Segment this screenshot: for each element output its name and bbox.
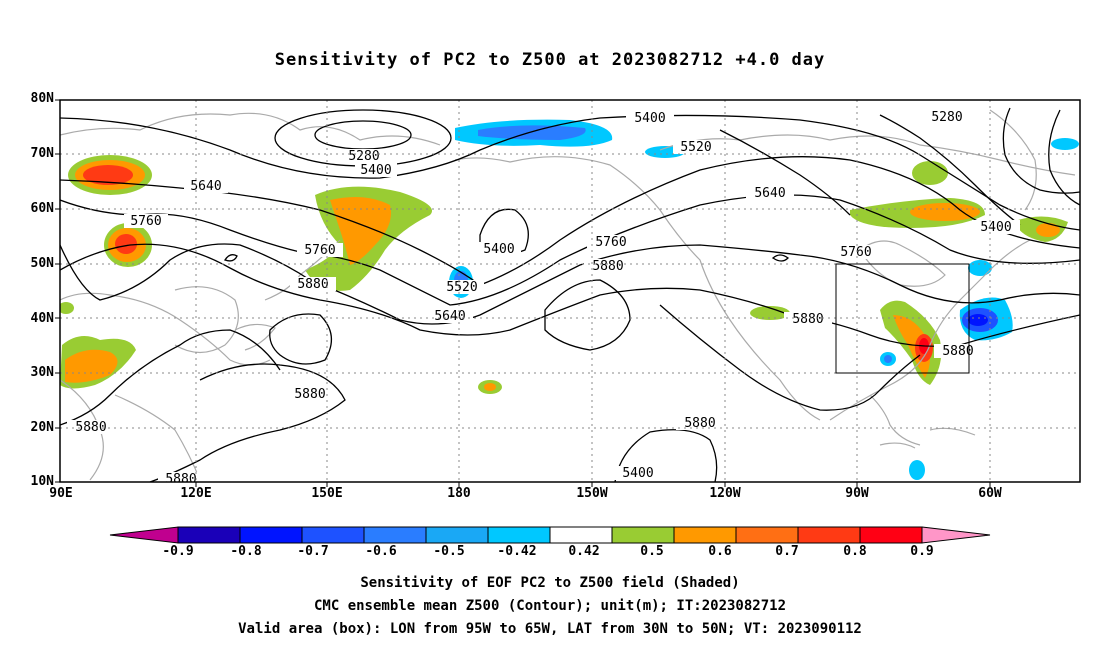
colorbar-segment [549,526,613,544]
colorbar-label: 0.6 [708,544,732,559]
contour-label: 5400 [980,220,1011,235]
contour-label: 5760 [840,245,871,260]
caption-line-3: Valid area (box): LON from 95W to 65W, L… [238,621,862,637]
contour-label: 5640 [190,179,221,194]
contour-label: 5640 [754,186,785,201]
lon-label-120w: 120W [709,486,741,501]
colorbar-segment [797,526,861,544]
colorbar-label: 0.7 [775,544,799,559]
contour-label: 5520 [446,280,477,295]
colorbar-segment [301,526,365,544]
lat-label-10n: 10N [30,474,54,489]
lon-label-90e: 90E [49,486,73,501]
contour-label: 5400 [622,466,653,481]
colorbar-segment [735,526,799,544]
colorbar-segment [363,526,427,544]
contour-label: 5880 [942,344,973,359]
colorbar-segment [425,526,489,544]
colorbar-arrow-high [921,526,991,544]
colorbar-arrow-low [109,526,179,544]
colorbar-label: 0.9 [910,544,934,559]
lon-label-90w: 90W [845,486,869,501]
colorbar-label: -0.9 [162,544,194,559]
contour-label: 5760 [304,243,335,258]
map-title: Sensitivity of PC2 to Z500 at 2023082712… [274,50,826,70]
grid-lines [60,100,1080,482]
contour-label: 5880 [592,259,623,274]
caption-line-2: CMC ensemble mean Z500 (Contour); unit(m… [313,598,786,614]
z500-contours [60,107,1080,482]
lat-label-20n: 20N [30,420,54,435]
contour-label: 5280 [348,149,379,164]
contour-label: 5880 [297,277,328,292]
contour-label: 5880 [165,472,196,487]
lon-label-60w: 60W [978,486,1002,501]
valid-area-box [835,263,970,374]
contour-label: 5880 [684,416,715,431]
contour-label: 5880 [792,312,823,327]
axis-ticks [55,99,991,487]
colorbar-label: -0.5 [433,544,465,559]
contour-label: 5760 [130,214,161,229]
lat-label-30n: 30N [30,365,54,380]
colorbar-label: 0.5 [640,544,664,559]
colorbar-label: -0.42 [497,544,537,559]
sensitivity-shading [60,119,1079,480]
lon-label-150w: 150W [576,486,608,501]
lat-label-80n: 80N [30,91,54,106]
lon-label-150e: 150E [311,486,343,501]
colorbar-label: -0.7 [297,544,329,559]
contour-label: 5280 [931,110,962,125]
lat-label-60n: 60N [30,201,54,216]
contour-label: 5400 [360,163,391,178]
colorbar-label: 0.42 [568,544,600,559]
map-frame [59,99,1081,483]
contour-labels: 5280 5400 5640 5760 5880 5400 5520 5640 … [67,110,1020,487]
contour-label: 5760 [595,235,626,250]
colorbar-segment [177,526,241,544]
colorbar [109,526,991,544]
contour-label: 5400 [634,111,665,126]
caption-line-1: Sensitivity of EOF PC2 to Z500 field (Sh… [360,575,740,591]
lat-label-40n: 40N [30,311,54,326]
colorbar-segment [239,526,303,544]
contour-label: 5400 [483,242,514,257]
lon-label-180: 180 [447,486,471,501]
lat-label-50n: 50N [30,256,54,271]
colorbar-segment [487,526,551,544]
colorbar-label: -0.6 [365,544,397,559]
colorbar-label: 0.8 [843,544,867,559]
lat-label-70n: 70N [30,146,54,161]
contour-label: 5520 [680,140,711,155]
contour-label: 5640 [434,309,465,324]
colorbar-segment [673,526,737,544]
colorbar-segment [611,526,675,544]
lon-label-120e: 120E [180,486,212,501]
contour-label: 5880 [294,387,325,402]
colorbar-segment [859,526,923,544]
colorbar-label: -0.8 [230,544,262,559]
